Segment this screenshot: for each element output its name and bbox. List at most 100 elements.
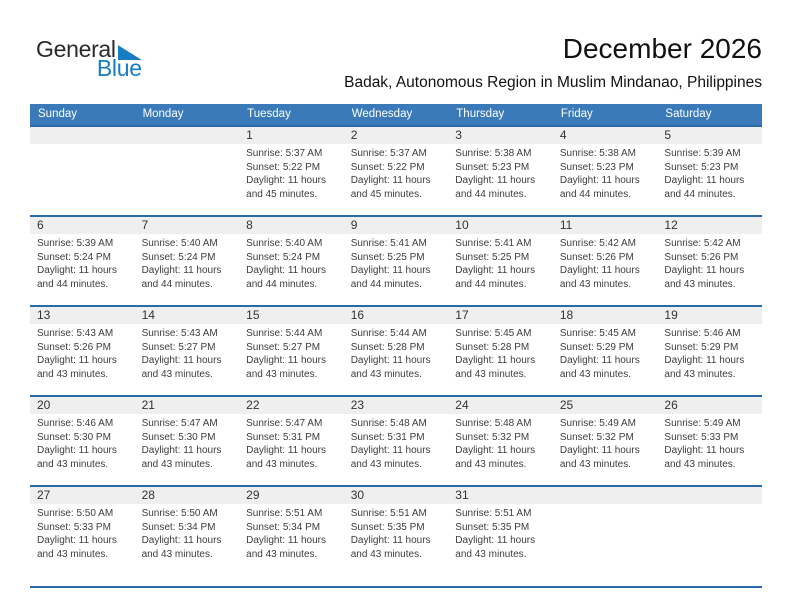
day-cell: Sunrise: 5:48 AM Sunset: 5:31 PM Daylight:…	[344, 414, 449, 485]
sunrise-text: Sunrise: 5:47 AM	[141, 418, 218, 429]
day-number: 9	[350, 218, 358, 232]
sunset-text: Sunset: 5:35 PM	[350, 521, 425, 533]
day-number: 14	[141, 308, 155, 322]
logo-line1: General	[36, 38, 142, 61]
sunrise-text: Sunrise: 5:50 AM	[141, 508, 218, 519]
sunrise-text: Sunrise: 5:49 AM	[664, 418, 741, 429]
sunrise-text: Sunrise: 5:40 AM	[246, 238, 323, 249]
empty-day-number	[30, 127, 135, 144]
empty-day-cell	[657, 504, 762, 575]
daylight-text: Daylight: 11 hours and 44 minutes.	[350, 265, 431, 290]
day-number: 31	[455, 488, 469, 502]
weekday-header-monday: Monday	[142, 108, 184, 120]
day-number-band: 1 2 3 4 5	[30, 127, 762, 144]
day-number: 4	[559, 128, 567, 142]
sunset-text: Sunset: 5:32 PM	[559, 431, 634, 443]
daylight-text: Daylight: 11 hours and 43 minutes.	[664, 355, 745, 380]
daylight-text: Daylight: 11 hours and 43 minutes.	[37, 445, 117, 470]
day-number: 26	[664, 398, 678, 412]
daylight-text: Daylight: 11 hours and 43 minutes.	[141, 445, 222, 470]
day-cell: Sunrise: 5:51 AM Sunset: 5:35 PM Daylight:…	[448, 504, 553, 575]
day-number-band: 20 21 22 23 24 25 26	[30, 397, 762, 414]
sunrise-text: Sunrise: 5:47 AM	[246, 418, 323, 429]
logo-blue-text: Blue	[96, 55, 142, 81]
sunset-text: Sunset: 5:27 PM	[246, 341, 321, 353]
sunset-text: Sunset: 5:23 PM	[559, 161, 634, 173]
sunrise-text: Sunrise: 5:40 AM	[141, 238, 218, 249]
daylight-text: Daylight: 11 hours and 43 minutes.	[246, 535, 326, 560]
day-number: 15	[246, 308, 260, 322]
empty-day-cell	[30, 144, 135, 215]
day-cell: Sunrise: 5:51 AM Sunset: 5:34 PM Daylight:…	[239, 504, 344, 575]
sunset-text: Sunset: 5:26 PM	[664, 251, 739, 263]
sunrise-text: Sunrise: 5:39 AM	[664, 148, 741, 159]
day-number: 7	[141, 218, 149, 232]
sunset-text: Sunset: 5:29 PM	[559, 341, 634, 353]
daylight-text: Daylight: 11 hours and 43 minutes.	[664, 265, 745, 290]
week-row: 1 2 3 4 5 Sunrise: 5:37 AM Sunset: 5:22 PM Dayl…	[30, 125, 762, 215]
day-number: 3	[455, 128, 462, 142]
daylight-text: Daylight: 11 hours and 43 minutes.	[141, 355, 222, 380]
daylight-text: Daylight: 11 hours and 43 minutes.	[350, 355, 431, 380]
day-number: 23	[350, 398, 365, 412]
day-cell: Sunrise: 5:45 AM Sunset: 5:29 PM Daylight:…	[553, 324, 658, 395]
sunrise-text: Sunrise: 5:37 AM	[350, 148, 427, 159]
empty-day-cell	[135, 144, 240, 215]
day-number: 28	[141, 488, 155, 502]
sunrise-text: Sunrise: 5:45 AM	[455, 328, 532, 339]
day-details-row: Sunrise: 5:50 AM Sunset: 5:33 PM Daylight:…	[30, 504, 762, 575]
daylight-text: Daylight: 11 hours and 43 minutes.	[559, 265, 640, 290]
daylight-text: Daylight: 11 hours and 44 minutes.	[141, 265, 222, 290]
sunset-text: Sunset: 5:32 PM	[455, 431, 530, 443]
day-cell: Sunrise: 5:50 AM Sunset: 5:34 PM Daylight:…	[135, 504, 240, 575]
sunrise-text: Sunrise: 5:44 AM	[350, 328, 427, 339]
day-cell: Sunrise: 5:38 AM Sunset: 5:23 PM Daylight:…	[448, 144, 553, 215]
day-cell: Sunrise: 5:47 AM Sunset: 5:30 PM Daylight:…	[135, 414, 240, 485]
sunrise-text: Sunrise: 5:49 AM	[559, 418, 636, 429]
location-subtitle: Badak, Autonomous Region in Muslim Minda…	[344, 74, 762, 92]
weekday-header-row: Sunday Monday Tuesday Wednesday Thursday…	[30, 104, 762, 125]
day-cell: Sunrise: 5:41 AM Sunset: 5:25 PM Daylight:…	[344, 234, 449, 305]
week-row: 6 7 8 9 10 11 12 Sunrise: 5:39 AM Sunset: 5:24 P…	[30, 215, 762, 305]
sunrise-text: Sunrise: 5:51 AM	[455, 508, 532, 519]
day-number: 20	[37, 398, 51, 412]
day-cell: Sunrise: 5:41 AM Sunset: 5:25 PM Daylight:…	[448, 234, 553, 305]
sunset-text: Sunset: 5:31 PM	[350, 431, 425, 443]
logo-general-text: General	[36, 36, 116, 62]
sunrise-text: Sunrise: 5:48 AM	[455, 418, 532, 429]
daylight-text: Daylight: 11 hours and 45 minutes.	[246, 175, 326, 200]
day-details-row: Sunrise: 5:43 AM Sunset: 5:26 PM Daylight:…	[30, 324, 762, 395]
sunrise-text: Sunrise: 5:45 AM	[559, 328, 636, 339]
logo-triangle-icon	[117, 45, 142, 60]
daylight-text: Daylight: 11 hours and 43 minutes.	[246, 355, 326, 380]
day-cell: Sunrise: 5:42 AM Sunset: 5:26 PM Daylight:…	[657, 234, 762, 305]
sunset-text: Sunset: 5:29 PM	[664, 341, 739, 353]
sunrise-text: Sunrise: 5:42 AM	[664, 238, 741, 249]
day-number: 24	[455, 398, 469, 412]
sunrise-text: Sunrise: 5:37 AM	[246, 148, 323, 159]
sunrise-text: Sunrise: 5:41 AM	[455, 238, 532, 249]
page-header: General Blue December 2026 Badak, Autono…	[0, 0, 792, 104]
weekday-header-friday: Friday	[560, 108, 593, 120]
day-cell: Sunrise: 5:50 AM Sunset: 5:33 PM Daylight:…	[30, 504, 135, 575]
title-block: December 2026 Badak, Autonomous Region i…	[344, 33, 762, 92]
calendar-table: Sunday Monday Tuesday Wednesday Thursday…	[30, 104, 762, 588]
daylight-text: Daylight: 11 hours and 43 minutes.	[141, 535, 222, 560]
weekday-header-sunday: Sunday	[38, 108, 78, 120]
sunset-text: Sunset: 5:25 PM	[455, 251, 530, 263]
day-cell: Sunrise: 5:49 AM Sunset: 5:32 PM Daylight:…	[553, 414, 658, 485]
sunset-text: Sunset: 5:22 PM	[246, 161, 321, 173]
sunset-text: Sunset: 5:26 PM	[559, 251, 634, 263]
day-cell: Sunrise: 5:43 AM Sunset: 5:26 PM Daylight:…	[30, 324, 135, 395]
day-number: 8	[246, 218, 253, 232]
day-cell: Sunrise: 5:37 AM Sunset: 5:22 PM Daylight:…	[344, 144, 449, 215]
sunset-text: Sunset: 5:25 PM	[350, 251, 425, 263]
day-number: 30	[350, 488, 365, 502]
week-row: 13 14 15 16 17 18 19 Sunrise: 5:43 AM Sunset: 5:…	[30, 305, 762, 395]
day-number: 21	[141, 398, 155, 412]
empty-day-number	[657, 487, 762, 504]
day-number: 25	[559, 398, 574, 412]
day-number: 17	[455, 308, 469, 322]
daylight-text: Daylight: 11 hours and 44 minutes.	[664, 175, 745, 200]
